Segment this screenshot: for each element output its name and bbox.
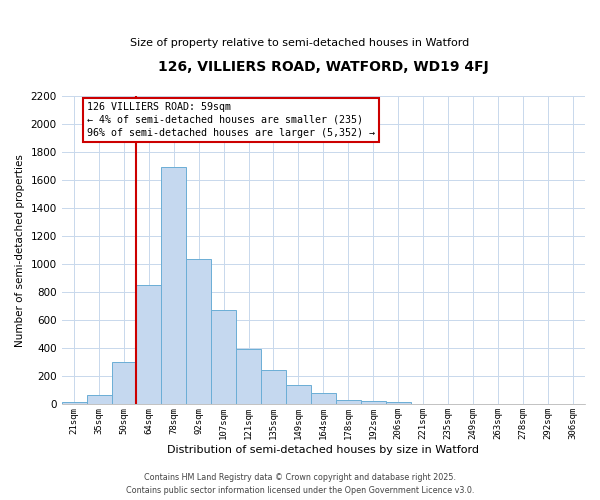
Text: 126 VILLIERS ROAD: 59sqm
← 4% of semi-detached houses are smaller (235)
96% of s: 126 VILLIERS ROAD: 59sqm ← 4% of semi-de… — [86, 102, 374, 138]
Y-axis label: Number of semi-detached properties: Number of semi-detached properties — [15, 154, 25, 346]
Text: Contains HM Land Registry data © Crown copyright and database right 2025.
Contai: Contains HM Land Registry data © Crown c… — [126, 474, 474, 495]
Text: Size of property relative to semi-detached houses in Watford: Size of property relative to semi-detach… — [130, 38, 470, 48]
Bar — [186, 258, 211, 404]
Bar — [136, 284, 161, 405]
Bar — [211, 310, 236, 404]
Bar — [361, 401, 386, 404]
Title: 126, VILLIERS ROAD, WATFORD, WD19 4FJ: 126, VILLIERS ROAD, WATFORD, WD19 4FJ — [158, 60, 489, 74]
Bar — [86, 394, 112, 404]
X-axis label: Distribution of semi-detached houses by size in Watford: Distribution of semi-detached houses by … — [167, 445, 479, 455]
Bar — [161, 167, 186, 404]
Bar — [62, 402, 86, 404]
Bar — [336, 400, 361, 404]
Bar — [386, 402, 410, 404]
Bar — [286, 385, 311, 404]
Bar — [236, 349, 261, 405]
Bar — [112, 362, 136, 405]
Bar — [311, 393, 336, 404]
Bar — [261, 370, 286, 404]
